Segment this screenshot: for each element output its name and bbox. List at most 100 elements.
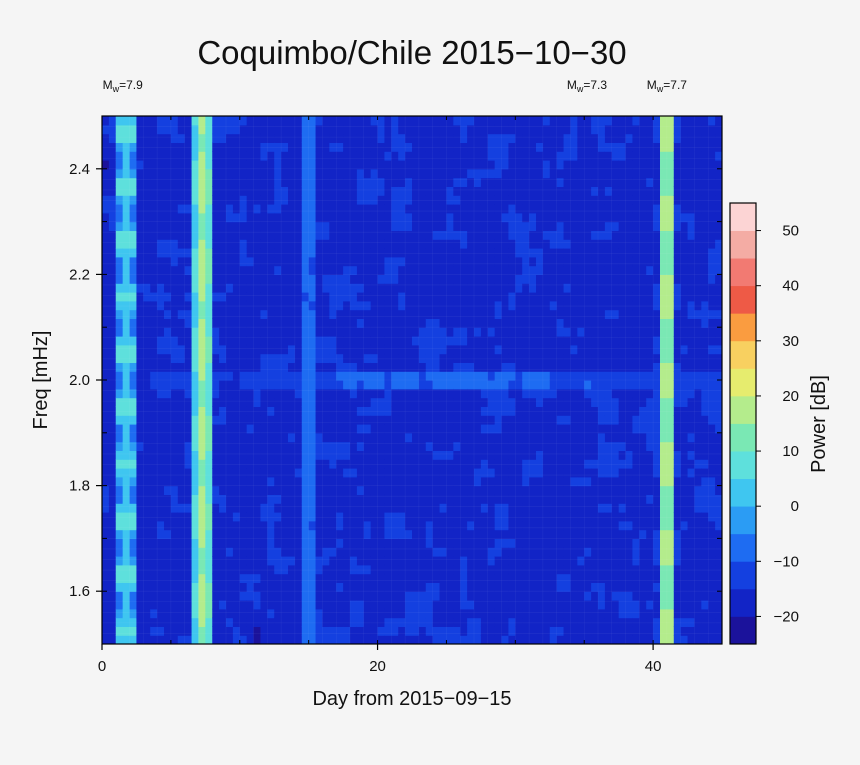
heatmap-cell [102,160,110,170]
heatmap-cell [212,380,220,390]
heatmap-cell [577,151,585,161]
heatmap-cell [170,468,179,478]
heatmap-cell [625,230,634,240]
heatmap-cell [108,397,117,407]
heatmap-cell [598,432,606,443]
heatmap-cell [315,529,324,539]
heatmap-cell [336,388,344,399]
heatmap-cell [418,415,427,425]
heatmap-cell [288,441,296,451]
heatmap-cell [508,212,516,223]
heatmap-cell [356,362,365,372]
heatmap-cell [439,248,448,258]
heatmap-cell [212,600,220,610]
heatmap-cell [577,336,585,346]
heatmap-cell [563,432,572,443]
heatmap-cell [239,494,248,504]
heatmap-cell [205,256,213,267]
heatmap-cell [219,177,227,187]
heatmap-cell [460,573,468,583]
heatmap-cell [205,591,213,601]
heatmap-cell [439,635,448,644]
heatmap-cell [329,547,337,557]
heatmap-cell [212,362,220,372]
heatmap-cell [515,248,523,258]
heatmap-cell [556,168,565,179]
heatmap-cell [632,362,640,372]
heatmap-cell [108,538,117,548]
heatmap-cell [370,133,379,143]
heatmap-cell [487,600,496,610]
heatmap-cell [673,635,682,644]
heatmap-cell [356,573,365,583]
heatmap-cell [363,617,372,627]
heatmap-cell [487,617,496,627]
heatmap-cell [164,300,172,311]
heatmap-cell [522,116,530,126]
heatmap-cell [377,459,386,469]
heatmap-cell [184,432,193,443]
heatmap-cell [522,142,530,152]
heatmap-cell [143,248,151,258]
heatmap-cell [467,485,475,495]
heatmap-cell [536,177,544,187]
heatmap-cell [191,547,200,557]
heatmap-cell [232,186,241,196]
heatmap-cell [308,292,317,302]
heatmap-cell [356,529,365,539]
heatmap-cell [301,300,310,311]
heatmap-cell [549,600,558,610]
heatmap-cell [660,318,668,328]
heatmap-cell [556,151,565,161]
heatmap-cell [315,204,324,214]
heatmap-cell [632,292,640,302]
heatmap-cell [639,397,647,407]
heatmap-cell [618,441,627,451]
heatmap-cell [501,195,510,205]
heatmap-cell [522,582,530,592]
heatmap-cell [508,327,516,337]
heatmap-cell [205,274,213,284]
heatmap-cell [508,186,516,196]
heatmap-cell [591,573,599,583]
heatmap-cell [377,274,386,284]
heatmap-cell [136,212,144,223]
heatmap-cell [157,230,165,240]
heatmap-cell [288,468,296,478]
heatmap-cell [522,195,530,205]
heatmap-cell [315,186,324,196]
heatmap-cell [157,600,165,610]
heatmap-cell [480,459,489,469]
heatmap-cell [467,573,475,583]
heatmap-cell [474,336,482,346]
heatmap-cell [343,573,351,583]
heatmap-cell [474,265,482,275]
heatmap-cell [219,626,227,636]
heatmap-cell [432,582,441,592]
heatmap-cell [480,239,489,249]
heatmap-cell [653,265,661,275]
heatmap-cell [556,283,565,293]
heatmap-cell [329,151,337,161]
heatmap-cell [329,538,337,548]
heatmap-cell [446,353,454,363]
heatmap-cell [639,450,647,460]
heatmap-cell [143,168,151,179]
heatmap-cell [301,441,310,451]
heatmap-cell [191,371,200,381]
heatmap-cell [542,591,551,601]
heatmap-cell [653,538,661,548]
heatmap-cell [336,318,344,328]
heatmap-cell [439,124,448,135]
heatmap-cell [446,380,454,390]
heatmap-cell [460,212,468,223]
heatmap-cell [177,608,186,619]
heatmap-cell [563,520,572,531]
heatmap-cell [398,556,406,566]
heatmap-cell [618,212,627,223]
heatmap-cell [336,626,344,636]
heatmap-cell [611,327,620,337]
heatmap-cell [405,635,413,644]
heatmap-cell [494,353,503,363]
heatmap-cell [377,538,386,548]
